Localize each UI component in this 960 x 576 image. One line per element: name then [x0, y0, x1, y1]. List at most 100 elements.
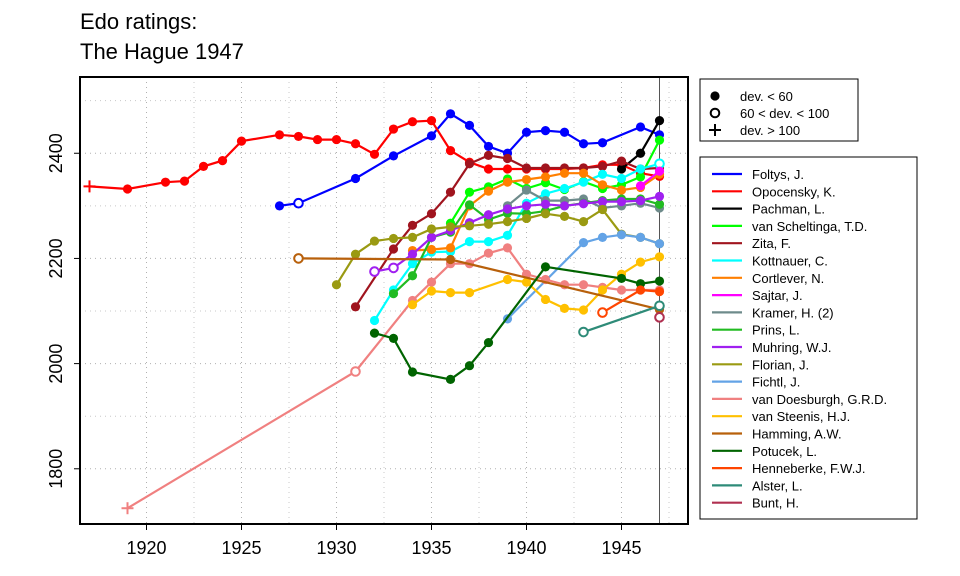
- data-point: [597, 197, 608, 207]
- data-point: [407, 117, 418, 127]
- data-point: [559, 127, 570, 137]
- series-lines: [83, 109, 665, 515]
- series-legend-label: Opocensky, K.: [752, 184, 836, 199]
- data-point: [540, 294, 551, 305]
- data-point: [654, 239, 665, 249]
- series-line: [354, 154, 660, 308]
- data-point: [445, 222, 456, 232]
- series-18: [578, 300, 665, 338]
- series-line: [279, 112, 660, 207]
- series-13: [121, 243, 665, 515]
- data-point: [654, 300, 665, 312]
- data-point: [293, 253, 304, 264]
- series-legend-label: Foltys, J.: [752, 167, 804, 182]
- marker-legend-symbol: [709, 107, 721, 119]
- data-point: [521, 213, 532, 224]
- data-point: [407, 220, 418, 230]
- series-line: [449, 139, 661, 224]
- data-point: [483, 237, 494, 247]
- marker-legend-symbol: [710, 91, 720, 101]
- data-point: [635, 172, 646, 182]
- data-point: [578, 168, 589, 178]
- series-legend-label: Potucek, L.: [752, 444, 817, 459]
- data-point: [426, 232, 437, 242]
- data-point: [293, 131, 304, 142]
- data-point: [540, 209, 551, 219]
- data-point: [331, 280, 342, 290]
- y-tick-label: 2400: [46, 133, 66, 173]
- data-point: [445, 243, 456, 253]
- series-legend-label: van Scheltinga, T.D.: [752, 219, 867, 234]
- data-point: [121, 502, 134, 515]
- data-point: [407, 249, 418, 259]
- data-point: [369, 315, 380, 326]
- data-point: [635, 232, 646, 242]
- series-legend-label: Sajtar, J.: [752, 288, 803, 303]
- data-point: [597, 307, 608, 318]
- data-point: [521, 174, 532, 185]
- series-legend-label: van Steenis, H.J.: [752, 409, 850, 424]
- series-17: [597, 285, 665, 318]
- data-point: [445, 374, 456, 384]
- series-legend-label: Florian, J.: [752, 357, 809, 372]
- marker-legend-label: 60 < dev. < 100: [740, 106, 829, 121]
- data-point: [540, 262, 551, 272]
- data-point: [635, 148, 646, 158]
- data-point: [369, 266, 380, 277]
- data-point: [483, 210, 494, 220]
- series-legend-box: [699, 156, 918, 520]
- data-point: [654, 191, 665, 201]
- data-point: [160, 177, 171, 187]
- marker-legend-label: dev. < 60: [740, 89, 793, 104]
- data-point: [179, 176, 190, 186]
- series-16: [369, 262, 665, 384]
- data-point: [483, 248, 494, 258]
- plot-border: [79, 76, 689, 525]
- data-point: [350, 249, 361, 259]
- data-point: [597, 204, 608, 215]
- data-point: [445, 288, 456, 298]
- data-point: [426, 286, 437, 296]
- x-tick-label: 1945: [601, 538, 641, 558]
- series-line: [374, 265, 660, 381]
- data-point: [369, 328, 380, 338]
- data-point: [426, 224, 437, 234]
- series-legend-label: Henneberke, F.W.J.: [752, 461, 865, 476]
- data-point: [635, 164, 646, 174]
- data-point: [426, 116, 437, 126]
- data-point: [407, 259, 418, 269]
- data-point: [236, 136, 247, 146]
- data-point: [388, 151, 399, 161]
- series-7: [635, 166, 665, 191]
- data-point: [426, 277, 437, 287]
- series-legend-label: Pachman, L.: [752, 202, 825, 217]
- series-legend-label: Alster, L.: [752, 478, 803, 493]
- data-point: [426, 131, 437, 141]
- series-legend: Foltys, J. Opocensky, K. Pachman, L. van Sc…: [699, 156, 918, 520]
- data-point: [502, 217, 513, 227]
- data-point: [654, 286, 665, 297]
- data-point: [559, 201, 570, 211]
- data-point: [445, 254, 456, 265]
- x-tick-label: 1920: [126, 538, 166, 558]
- data-point: [312, 134, 323, 145]
- data-point: [350, 302, 361, 312]
- data-point: [578, 199, 589, 209]
- chart-title-line-2: The Hague 1947: [80, 39, 244, 64]
- series-legend-label: Kramer, H. (2): [752, 305, 834, 320]
- data-point: [502, 164, 513, 174]
- data-point: [502, 204, 513, 214]
- series-line: [335, 208, 660, 286]
- x-tick-label: 1935: [411, 538, 451, 558]
- data-point: [464, 288, 475, 298]
- data-point: [388, 289, 399, 299]
- data-point: [502, 177, 513, 187]
- marker-legend-label: dev. > 100: [740, 123, 800, 138]
- data-point: [464, 200, 475, 210]
- series-line: [583, 304, 660, 334]
- data-point: [217, 156, 228, 166]
- data-point: [521, 163, 532, 173]
- data-point: [407, 232, 418, 242]
- y-tick-label: 2000: [46, 344, 66, 384]
- marker-legend: dev. < 60 60 < dev. < 100 dev. > 100: [699, 78, 859, 142]
